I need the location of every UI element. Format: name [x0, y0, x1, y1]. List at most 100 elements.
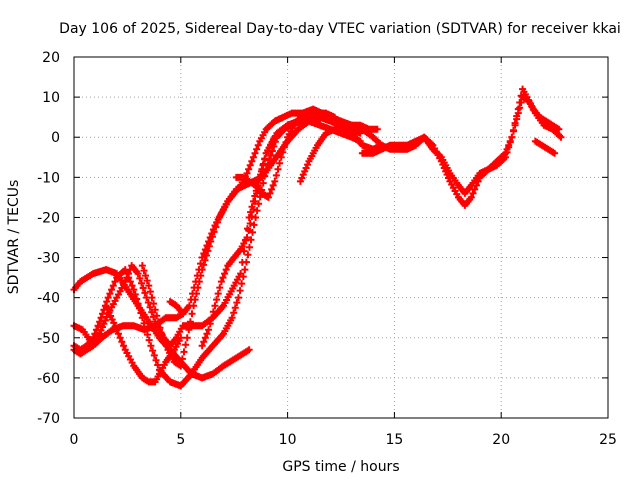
data-point [243, 169, 251, 177]
data-point [137, 309, 145, 317]
data-point [513, 112, 521, 120]
series-track7 [166, 105, 326, 318]
data-point [228, 314, 236, 322]
data-point [139, 284, 147, 292]
data-point [269, 181, 277, 189]
data-point [200, 250, 208, 258]
data-point [206, 320, 214, 328]
data-point [245, 243, 253, 251]
data-point [276, 159, 284, 167]
data-point [238, 280, 246, 288]
data-point [508, 133, 516, 141]
data-point [231, 304, 239, 312]
data-point [248, 157, 256, 165]
data-point [118, 338, 126, 346]
data-point [138, 314, 146, 322]
data-point [246, 219, 254, 227]
data-point [150, 300, 158, 308]
data-point [249, 205, 257, 213]
data-point [140, 267, 148, 275]
data-point [266, 189, 274, 197]
data-point [185, 326, 193, 334]
data-point [208, 229, 216, 237]
data-point [259, 161, 267, 169]
data-point [198, 254, 206, 262]
data-point [134, 270, 142, 278]
data-point [91, 330, 99, 338]
data-point [92, 326, 100, 334]
data-point [133, 295, 141, 303]
data-point [216, 284, 224, 292]
series-track9 [232, 109, 339, 201]
data-point [253, 207, 261, 215]
grid [74, 57, 608, 418]
data-point [147, 342, 155, 350]
data-point [261, 155, 269, 163]
data-point [211, 302, 219, 310]
data-point [150, 351, 158, 359]
data-point [146, 288, 154, 296]
data-point [253, 145, 261, 153]
data-point [469, 189, 477, 197]
data-point [251, 197, 259, 205]
data-point [195, 266, 203, 274]
data-point [505, 141, 513, 149]
data-point [138, 262, 146, 270]
data-point [245, 346, 253, 354]
data-point [239, 273, 247, 281]
data-point [251, 149, 259, 157]
data-point [145, 336, 153, 344]
data-point [551, 149, 559, 157]
data-point [180, 348, 188, 356]
data-point [268, 185, 276, 193]
data-point [205, 326, 213, 334]
data-point [264, 193, 272, 201]
data-points [70, 85, 565, 390]
data-point [109, 282, 117, 290]
data-point [331, 113, 339, 121]
y-tick-label: -20 [37, 210, 60, 226]
data-point [203, 242, 211, 250]
x-tick-label: 25 [599, 432, 617, 448]
axes: 0 5 10 15 20 25 -70 -60 -50 -40 -30 -20 -10 0 10 20 [37, 50, 617, 448]
data-point [177, 334, 185, 342]
data-point [230, 309, 238, 317]
data-point [219, 274, 227, 282]
data-point [143, 277, 151, 285]
data-point [149, 347, 157, 355]
data-point [116, 334, 124, 342]
x-tick-label: 0 [70, 432, 79, 448]
data-point [249, 228, 257, 236]
data-point [185, 302, 193, 310]
data-point [243, 234, 251, 241]
data-point [153, 312, 161, 320]
data-point [217, 278, 225, 286]
data-point [244, 251, 252, 259]
data-point [474, 177, 482, 185]
data-point [242, 258, 250, 266]
data-point [89, 334, 97, 342]
x-tick-label: 5 [176, 432, 185, 448]
data-point [257, 167, 265, 175]
data-point [159, 334, 167, 342]
data-point [277, 153, 285, 161]
data-point [472, 181, 480, 189]
data-point [467, 193, 475, 201]
series-track12 [358, 85, 563, 209]
data-point [144, 298, 152, 306]
data-point [222, 266, 230, 274]
data-point [162, 342, 170, 350]
x-axis-label: GPS time / hours [282, 459, 399, 475]
data-point [108, 286, 116, 294]
data-point [221, 270, 229, 278]
data-point [148, 294, 156, 302]
data-point [201, 334, 209, 342]
data-point [509, 126, 517, 134]
data-point [208, 314, 216, 322]
data-point [514, 105, 522, 113]
data-point [189, 290, 197, 298]
data-point [233, 299, 241, 307]
x-tick-label: 10 [279, 432, 297, 448]
data-point [192, 278, 200, 286]
